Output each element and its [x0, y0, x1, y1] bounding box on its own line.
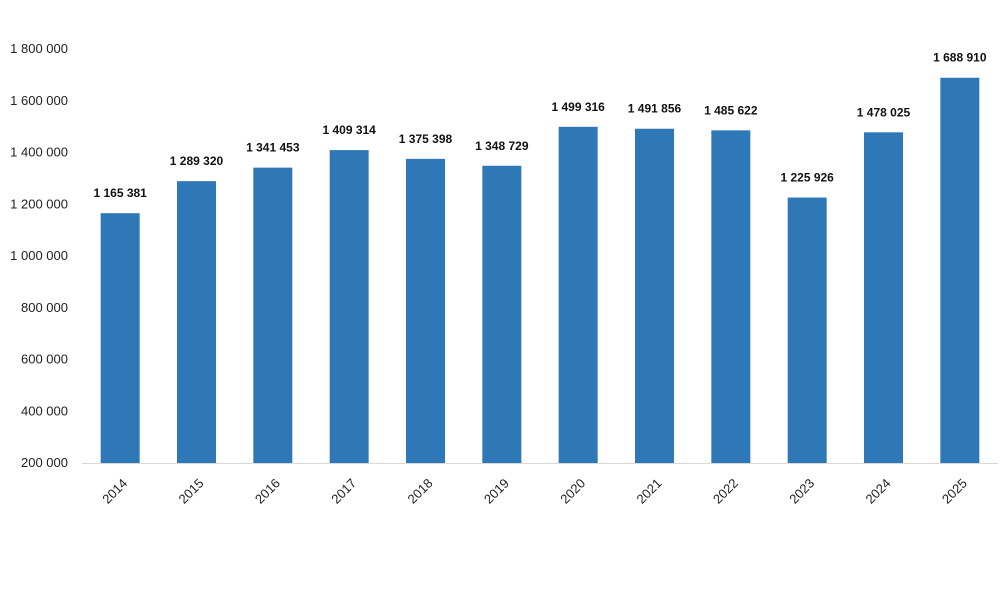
bar-2023 [787, 197, 827, 464]
x-tick-label-2015: 2015 [176, 476, 207, 507]
x-tick-label-2024: 2024 [863, 476, 894, 507]
y-tick-label: 600 000 [21, 352, 68, 367]
y-tick-label: 1 200 000 [10, 196, 68, 211]
bar-2014 [100, 213, 140, 463]
bar-2019 [482, 165, 522, 464]
bar-2017 [329, 150, 369, 463]
data-label-2017: 1 409 314 [322, 123, 376, 137]
bar-2020 [558, 126, 598, 463]
data-labels: 1 165 381 1 289 320 1 341 453 1 409 314 1 37… [93, 51, 986, 200]
data-label-2015: 1 289 320 [170, 154, 224, 168]
data-label-2024: 1 478 025 [857, 105, 911, 119]
x-tick-label-2016: 2016 [252, 476, 283, 507]
x-tick-label-2019: 2019 [481, 476, 512, 507]
x-tick-label-2025: 2025 [939, 476, 970, 507]
bar-2016 [253, 167, 293, 463]
data-label-2020: 1 499 316 [551, 100, 605, 114]
y-tick-label: 800 000 [21, 300, 68, 315]
y-tick-label: 1 800 000 [10, 41, 68, 56]
y-tick-label: 1 000 000 [10, 248, 68, 263]
data-label-2018: 1 375 398 [399, 132, 453, 146]
x-tick-label-2022: 2022 [710, 476, 741, 507]
data-label-2019: 1 348 729 [475, 139, 529, 153]
data-label-2025: 1 688 910 [933, 51, 987, 65]
x-axis: 2014 2015 2016 2017 2018 2019 2020 2021 2022 2023… [82, 463, 998, 507]
bar-2015 [177, 181, 216, 464]
x-tick-label-2023: 2023 [786, 476, 817, 507]
x-tick-label-2017: 2017 [328, 476, 359, 507]
x-tick-label-2020: 2020 [557, 476, 588, 507]
y-tick-label: 1 600 000 [10, 93, 68, 108]
bar-2021 [635, 128, 674, 464]
y-tick-label: 200 000 [21, 455, 68, 470]
data-label-2023: 1 225 926 [780, 171, 834, 185]
data-label-2022: 1 485 622 [704, 103, 758, 117]
data-label-2014: 1 165 381 [93, 186, 147, 200]
x-tick-label-2021: 2021 [634, 476, 665, 507]
data-label-2016: 1 341 453 [246, 141, 300, 155]
bar-2022 [711, 130, 751, 463]
bar-2018 [406, 158, 445, 463]
y-tick-label: 1 400 000 [10, 145, 68, 160]
y-tick-label: 400 000 [21, 403, 68, 418]
x-tick-label-2014: 2014 [99, 476, 130, 507]
bar-2024 [864, 132, 903, 463]
data-label-2021: 1 491 856 [628, 102, 682, 116]
x-tick-label-2018: 2018 [405, 476, 436, 507]
bars [100, 77, 980, 464]
y-axis: 200 000 400 000 600 000 800 000 1 000 000 1 2… [10, 41, 68, 470]
bar-2025 [940, 77, 980, 463]
